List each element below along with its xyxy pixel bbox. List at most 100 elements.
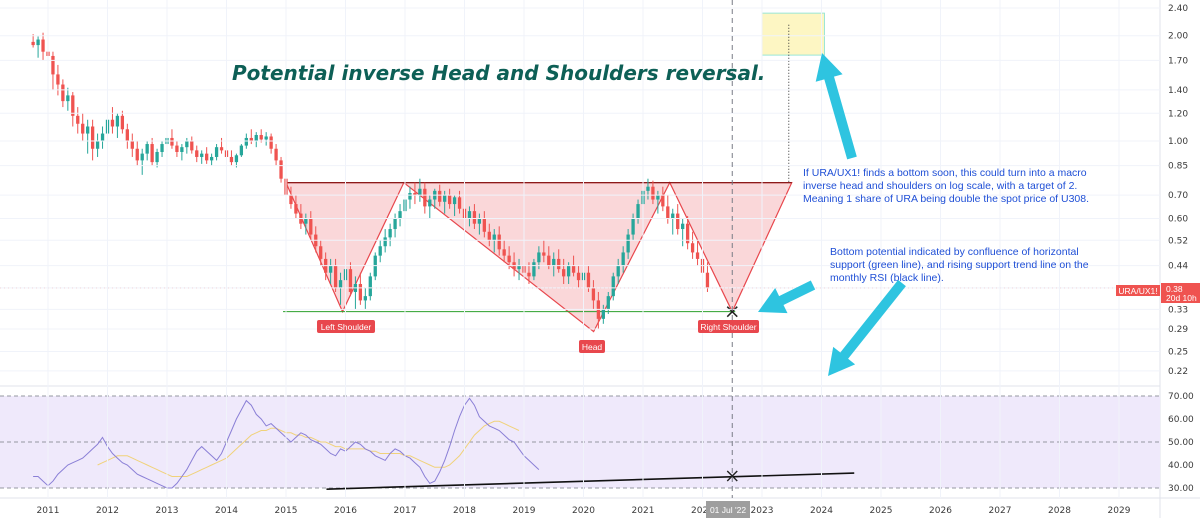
candle-body [487,231,491,241]
candle-body [586,272,591,288]
candle-body [135,148,139,161]
candle-body [666,206,670,219]
target-note-line: Meaning 1 share of URA being double the … [803,193,1089,205]
candle-body [319,246,323,259]
time-tick-label: 2023 [751,506,774,516]
rsi-pane [0,395,1160,490]
candle-body [690,243,695,253]
price-tick-label: 0.44 [1168,262,1188,272]
candle-body [626,234,630,253]
support-note-line: support (green line), and rising support… [830,259,1089,271]
candle-body [671,213,675,219]
target-zone [761,12,825,56]
candle-body [685,223,690,244]
candle-body [443,195,447,202]
candle-body [294,204,298,214]
candle-body [110,119,115,127]
symbol-label: URA/UX1! [1118,286,1157,296]
target-note-line: If URA/UX1! finds a bottom soon, this co… [803,167,1087,179]
time-tick-label: 2028 [1048,506,1071,516]
candle-body [452,197,457,205]
candle-body [170,137,174,146]
candle-body [115,115,120,127]
svg-text:01 Jul '22: 01 Jul '22 [710,505,746,515]
candle-body [160,144,164,152]
candle-body [527,272,531,277]
candle-body [428,199,432,207]
candle-body [51,55,55,75]
candle-body [86,126,90,134]
candle-body [562,269,566,277]
price-tick-label: 0.29 [1168,325,1188,335]
candle-body [36,39,40,46]
candle-body [532,262,536,277]
candle-body [552,258,556,266]
support-arrow-right-shoulder [758,280,816,314]
candle-body [621,252,625,266]
candle-body [130,140,134,149]
candle-body [41,39,45,52]
candle-body [482,218,486,232]
candle-body [56,74,60,85]
candle-body [695,252,700,259]
candle-body [636,204,640,219]
candle-body [205,153,209,161]
candle-body [66,95,70,102]
candle-body [348,269,353,292]
price-tick-label: 0.33 [1168,305,1188,315]
time-tick-label: 2011 [37,506,60,516]
candle-body [383,237,387,247]
candle-body [209,156,214,161]
candle-body [646,186,650,191]
bar-countdown: 20d 10h [1166,293,1197,303]
candle-body [492,234,496,241]
time-tick-label: 2025 [870,506,893,516]
support-note-line: Bottom potential indicated by confluence… [830,246,1079,258]
price-tick-label: 2.40 [1168,4,1188,14]
candle-body [81,123,85,134]
candle-body [309,218,313,235]
time-tick-label: 2016 [334,506,357,516]
price-tick-label: 0.70 [1168,191,1188,201]
rsi-band [0,396,1160,488]
time-tick-label: 2015 [275,506,298,516]
price-axis-panel[interactable] [1160,0,1200,518]
candle-body [239,145,244,156]
candle-body [438,190,442,202]
candle-body [279,160,283,179]
candle-body [140,153,144,161]
price-tick-label: 0.60 [1168,215,1188,225]
candle-body [95,140,100,149]
candle-body [229,156,234,163]
candle-body [150,144,154,163]
candle-body [418,188,422,196]
candle-body [71,95,75,116]
candle-body [571,265,576,273]
candle-body [705,272,710,288]
price-tick-label: 0.22 [1168,367,1188,377]
candle-body [408,192,412,200]
candle-body [576,272,581,281]
rsi-support-trendline [326,472,855,490]
left-shoulder-label: Left Shoulder [317,320,375,333]
candle-body [681,223,685,230]
candle-body [477,218,482,224]
candle-body [254,135,258,141]
candle-body [542,252,546,256]
candle-body [175,145,179,152]
price-tick-label: 1.00 [1168,137,1188,147]
candle-body [507,255,511,263]
time-tick-label: 2021 [632,506,655,516]
candle-body [547,255,551,266]
candle-body [190,140,194,151]
head-label: Head [579,340,605,353]
candle-body [145,144,149,154]
time-tick-label: 2020 [572,506,595,516]
time-tick-label: 2027 [989,506,1012,516]
candle-body [274,148,278,161]
candle-body [328,265,333,273]
support-note: Bottom potential indicated by confluence… [830,246,1089,284]
rsi-tick-label: 30.00 [1168,484,1194,494]
time-tick-label: 2026 [929,506,952,516]
